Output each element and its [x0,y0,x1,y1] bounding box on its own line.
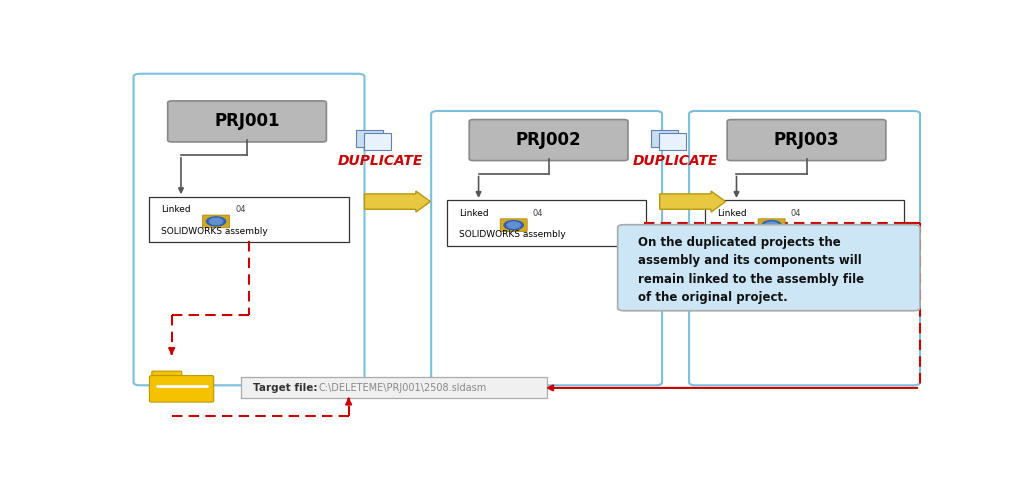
FancyBboxPatch shape [500,219,527,231]
Text: Linked: Linked [162,205,190,214]
FancyArrow shape [365,191,430,212]
Text: PRJ001: PRJ001 [214,112,280,130]
Circle shape [762,221,781,230]
FancyBboxPatch shape [241,378,547,398]
Text: Linked: Linked [717,209,746,218]
Text: SOLIDWORKS assembly: SOLIDWORKS assembly [162,227,268,236]
FancyBboxPatch shape [727,120,886,161]
Text: SOLIDWORKS assembly: SOLIDWORKS assembly [717,230,823,240]
Circle shape [765,222,778,228]
Circle shape [207,217,225,226]
Text: Target file:: Target file: [253,383,317,393]
Text: 04: 04 [791,209,801,218]
Text: DUPLICATE: DUPLICATE [633,154,718,168]
FancyBboxPatch shape [447,200,646,245]
Text: 04: 04 [236,205,246,214]
Text: 04: 04 [532,209,544,218]
FancyBboxPatch shape [658,133,686,150]
FancyBboxPatch shape [469,120,628,161]
FancyBboxPatch shape [150,376,214,402]
Circle shape [504,221,523,230]
FancyBboxPatch shape [152,371,182,379]
FancyBboxPatch shape [689,111,920,385]
FancyBboxPatch shape [168,101,327,142]
FancyBboxPatch shape [431,111,663,385]
Text: SOLIDWORKS assembly: SOLIDWORKS assembly [459,230,565,240]
FancyBboxPatch shape [758,219,785,231]
FancyBboxPatch shape [651,130,678,147]
Text: PRJ002: PRJ002 [516,131,582,149]
Text: On the duplicated projects the
assembly and its components will
remain linked to: On the duplicated projects the assembly … [638,236,864,304]
Text: C:\DELETEME\PRJ001\2508.sldasm: C:\DELETEME\PRJ001\2508.sldasm [318,383,486,393]
FancyBboxPatch shape [617,225,920,311]
FancyBboxPatch shape [705,200,904,245]
Circle shape [210,218,222,225]
FancyBboxPatch shape [355,130,383,147]
Text: Linked: Linked [459,209,488,218]
Circle shape [507,222,520,228]
FancyBboxPatch shape [133,74,365,385]
Text: DUPLICATE: DUPLICATE [338,154,423,168]
FancyBboxPatch shape [364,133,391,150]
FancyBboxPatch shape [150,197,348,242]
FancyBboxPatch shape [203,215,229,228]
FancyArrow shape [659,191,726,212]
Text: PRJ003: PRJ003 [774,131,840,149]
